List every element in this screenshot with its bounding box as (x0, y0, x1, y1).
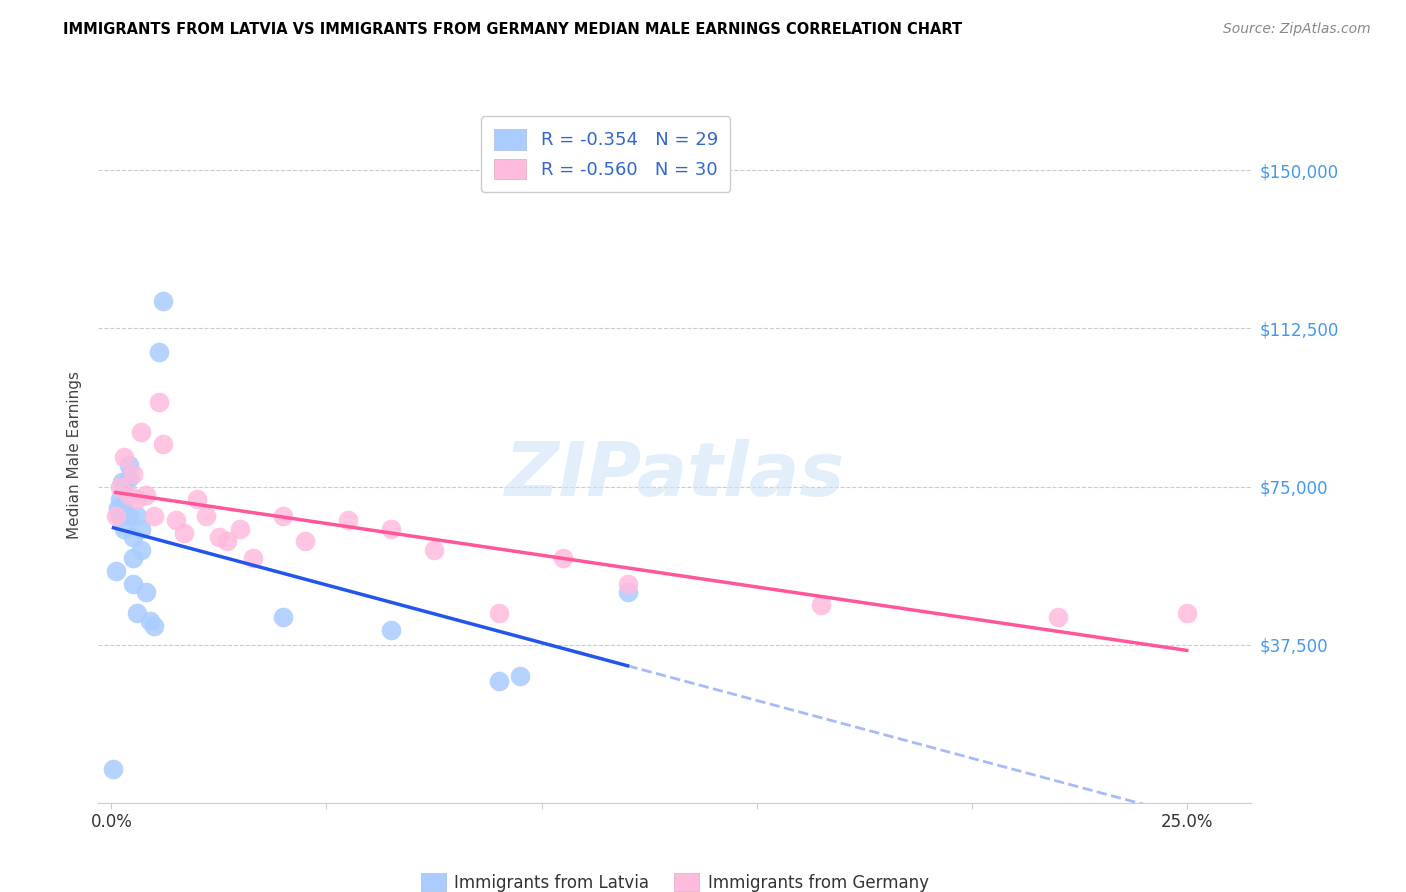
Point (810, 598, 832, 612)
Point (217, 534, 239, 549)
Point (242, 551, 264, 566)
Point (616, 585, 638, 599)
Point (131, 425, 153, 439)
Text: Source: ZipAtlas.com: Source: ZipAtlas.com (1223, 22, 1371, 37)
Point (148, 395, 170, 409)
Point (143, 618, 166, 632)
Point (107, 500, 129, 515)
Point (131, 522, 153, 536)
Point (186, 492, 208, 507)
Point (152, 437, 174, 451)
Point (139, 615, 162, 629)
Point (1175, 606, 1198, 620)
Point (127, 509, 149, 524)
Point (208, 530, 231, 544)
Point (273, 610, 295, 624)
Point (148, 344, 170, 359)
Point (117, 471, 139, 485)
Point (165, 513, 187, 527)
Point (488, 606, 510, 620)
Point (108, 492, 131, 507)
Point (112, 522, 135, 536)
Point (121, 467, 143, 481)
Point (112, 450, 135, 464)
Point (194, 509, 217, 524)
Point (131, 542, 153, 557)
Point (380, 522, 402, 536)
Point (135, 585, 157, 599)
Point (108, 509, 131, 524)
Text: IMMIGRANTS FROM LATVIA VS IMMIGRANTS FROM GERMANY MEDIAN MALE EARNINGS CORRELATI: IMMIGRANTS FROM LATVIA VS IMMIGRANTS FRO… (63, 22, 962, 37)
Point (488, 673, 510, 688)
Point (103, 762, 125, 776)
Text: ZIPatlas: ZIPatlas (505, 439, 845, 512)
Point (127, 606, 149, 620)
Point (380, 623, 402, 637)
Point (117, 488, 139, 502)
Point (104, 564, 127, 578)
Point (127, 492, 149, 507)
Point (423, 542, 446, 557)
Point (112, 500, 135, 515)
Point (112, 479, 135, 493)
Point (616, 576, 638, 591)
Point (273, 509, 295, 524)
Point (509, 669, 531, 683)
Point (121, 576, 143, 591)
Point (336, 513, 359, 527)
Point (229, 522, 252, 536)
Legend: Immigrants from Latvia, Immigrants from Germany: Immigrants from Latvia, Immigrants from … (415, 867, 935, 892)
Point (135, 488, 157, 502)
Point (152, 293, 174, 308)
Point (121, 530, 143, 544)
Point (111, 475, 134, 490)
Point (117, 458, 139, 473)
Point (117, 509, 139, 524)
Y-axis label: Median Male Earnings: Median Male Earnings (67, 371, 83, 539)
Point (551, 551, 574, 566)
Point (104, 509, 127, 524)
Point (173, 525, 195, 540)
Point (143, 509, 166, 524)
Point (1046, 610, 1069, 624)
Point (108, 479, 131, 493)
Point (294, 534, 316, 549)
Point (121, 551, 143, 566)
